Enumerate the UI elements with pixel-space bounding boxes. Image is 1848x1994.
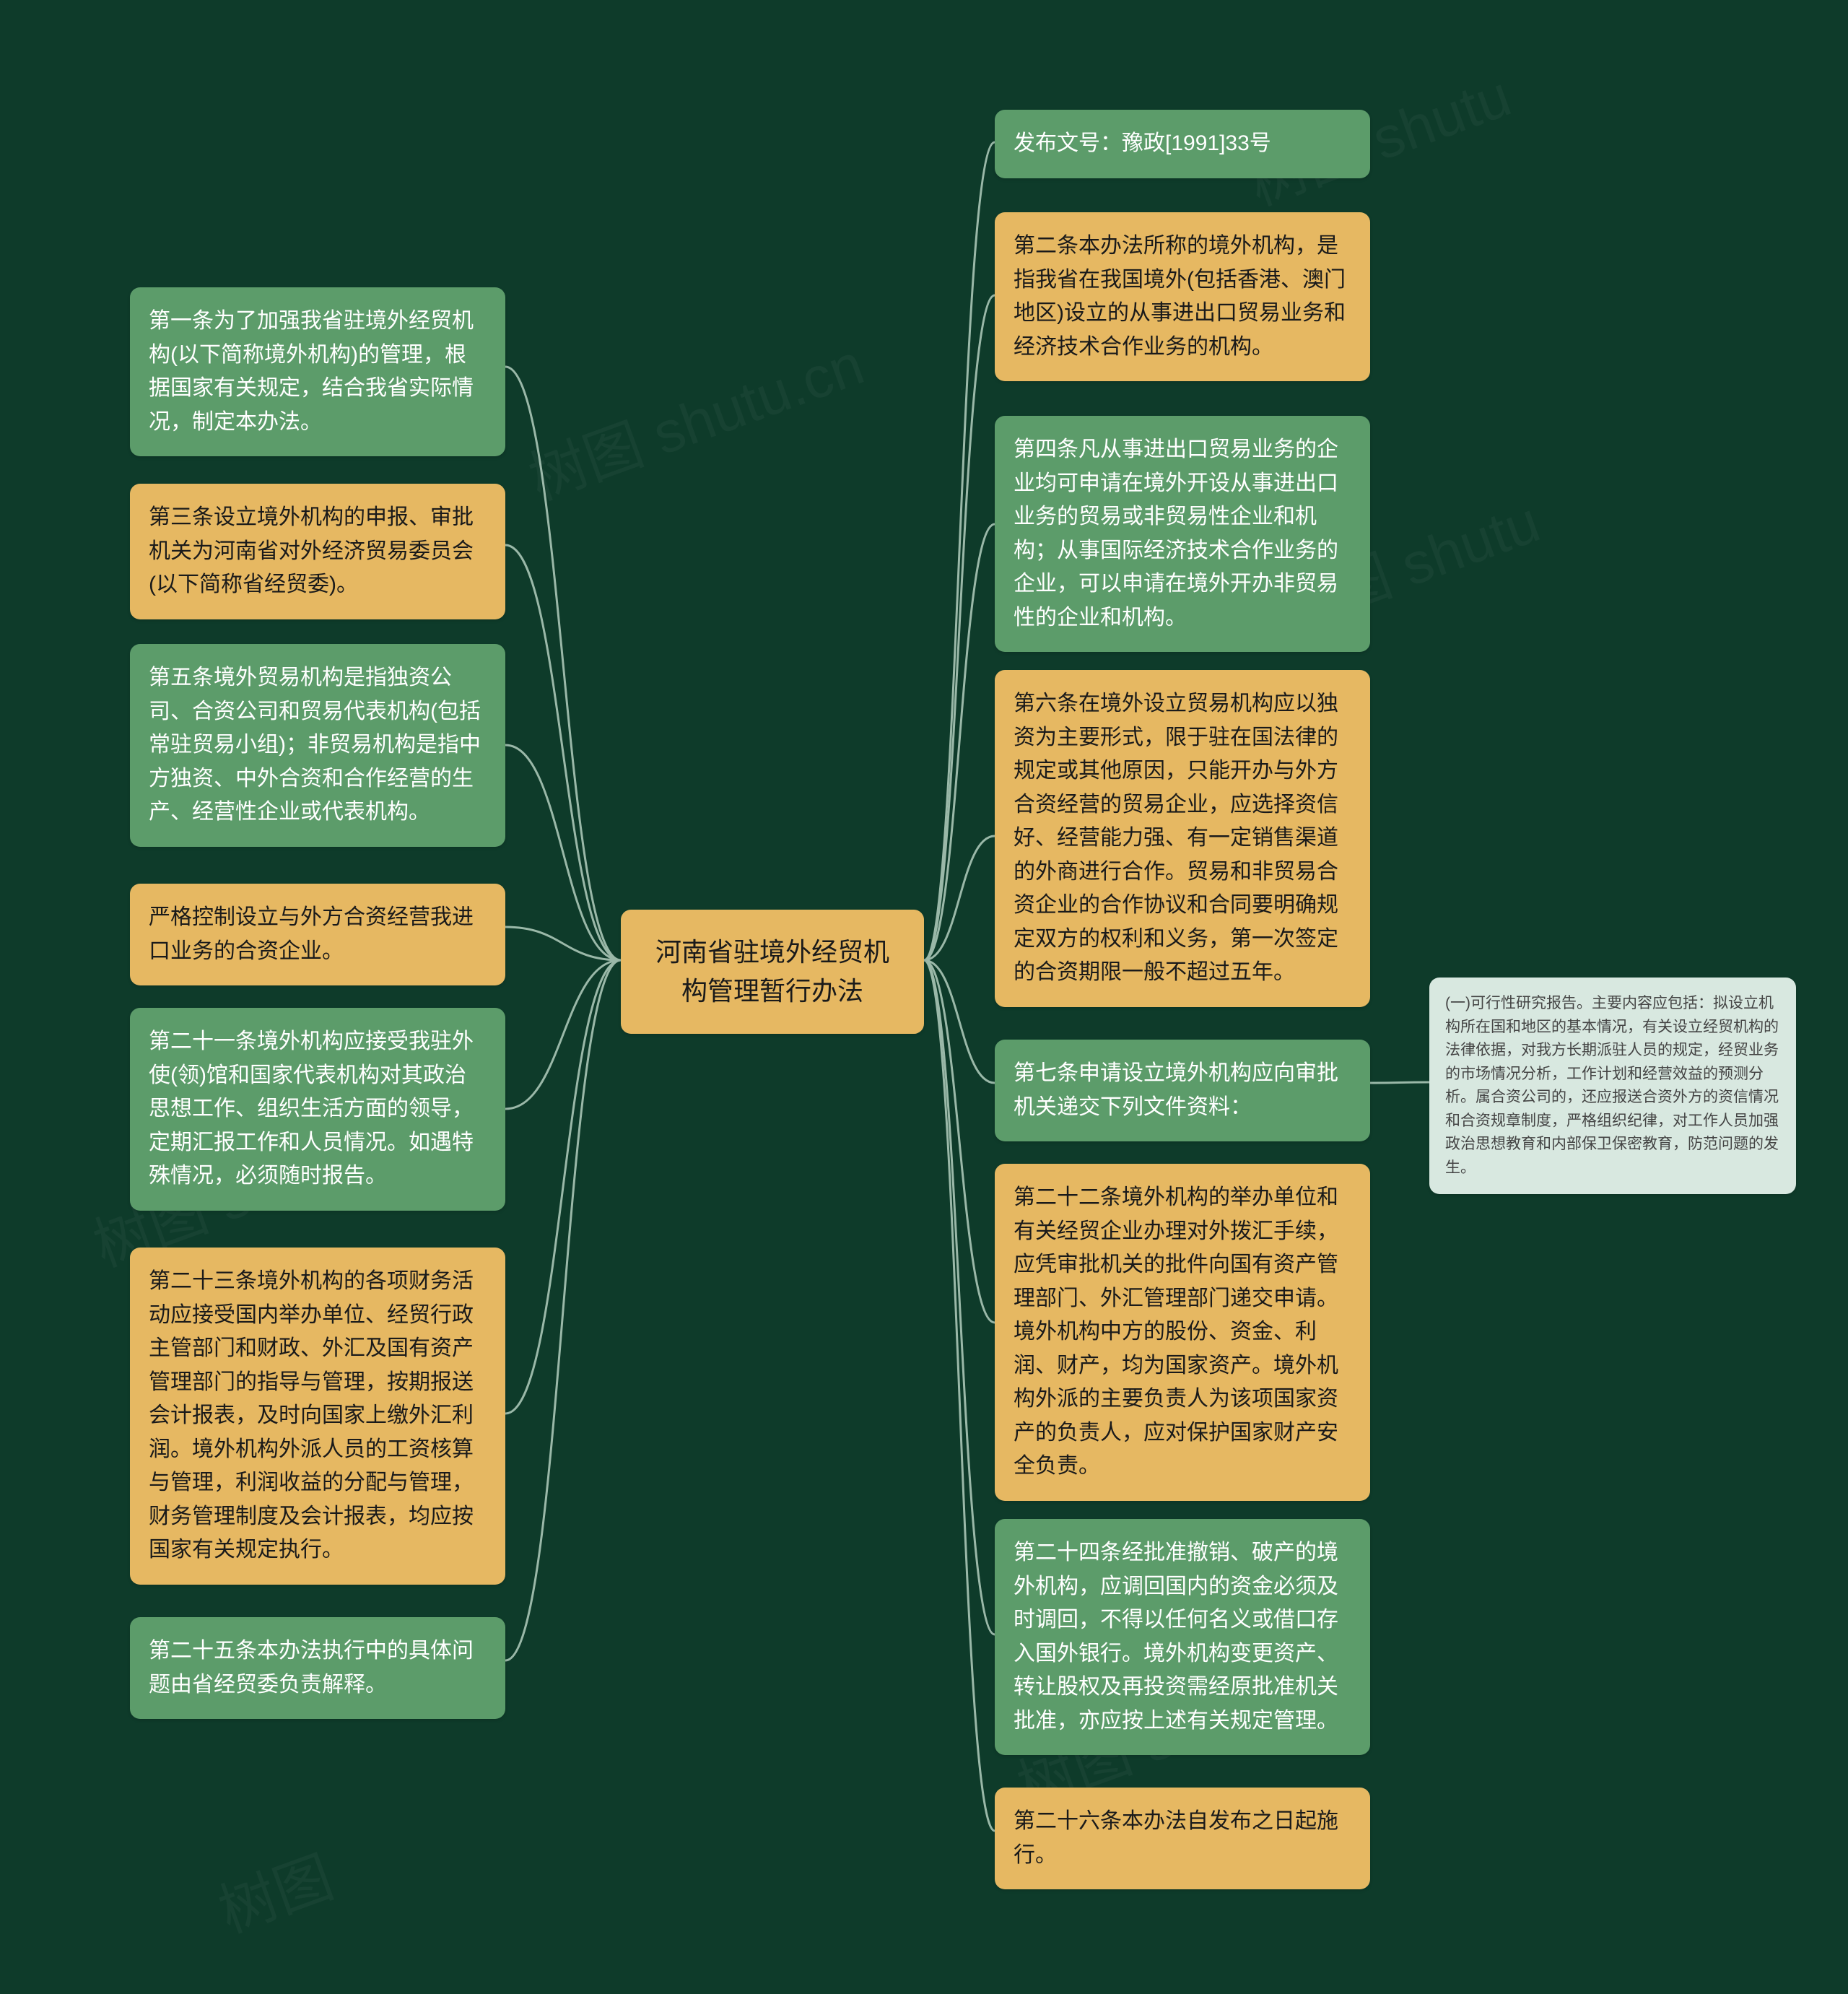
right-node-3: 第六条在境外设立贸易机构应以独资为主要形式，限于驻在国法律的规定或其他原因，只能…: [995, 670, 1370, 1007]
left-node-5: 第二十三条境外机构的各项财务活动应接受国内举办单位、经贸行政主管部门和财政、外汇…: [130, 1248, 505, 1585]
left-node-2: 第五条境外贸易机构是指独资公司、合资公司和贸易代表机构(包括常驻贸易小组)；非贸…: [130, 644, 505, 847]
watermark: 树图: [206, 1831, 343, 1949]
right-node-5: 第二十二条境外机构的举办单位和有关经贸企业办理对外拨汇手续，应凭审批机关的批件向…: [995, 1164, 1370, 1501]
mindmap-canvas: 树图 shutu.cn树图 shutu树图 shutu树图 shu树图 shut…: [0, 0, 1848, 1994]
watermark: 树图 shutu.cn: [516, 318, 873, 517]
left-node-4: 第二十一条境外机构应接受我驻外使(领)馆和国家代表机构对其政治思想工作、组织生活…: [130, 1008, 505, 1211]
left-node-3: 严格控制设立与外方合资经营我进口业务的合资企业。: [130, 884, 505, 985]
left-node-6: 第二十五条本办法执行中的具体问题由省经贸委负责解释。: [130, 1617, 505, 1719]
right-node-4: 第七条申请设立境外机构应向审批机关递交下列文件资料：: [995, 1040, 1370, 1141]
right-node-0: 发布文号：豫政[1991]33号: [995, 110, 1370, 178]
left-node-0: 第一条为了加强我省驻境外经贸机构(以下简称境外机构)的管理，根据国家有关规定，结…: [130, 287, 505, 456]
right-node-1: 第二条本办法所称的境外机构，是指我省在我国境外(包括香港、澳门地区)设立的从事进…: [995, 212, 1370, 381]
right-node-7: 第二十六条本办法自发布之日起施行。: [995, 1788, 1370, 1889]
center-topic: 河南省驻境外经贸机构管理暂行办法: [621, 910, 924, 1034]
right-node-6: 第二十四条经批准撤销、破产的境外机构，应调回国内的资金必须及时调回，不得以任何名…: [995, 1519, 1370, 1755]
right-node-4-child: (一)可行性研究报告。主要内容应包括：拟设立机构所在国和地区的基本情况，有关设立…: [1429, 978, 1796, 1194]
left-node-1: 第三条设立境外机构的申报、审批机关为河南省对外经济贸易委员会(以下简称省经贸委)…: [130, 484, 505, 619]
right-node-2: 第四条凡从事进出口贸易业务的企业均可申请在境外开设从事进出口业务的贸易或非贸易性…: [995, 416, 1370, 652]
